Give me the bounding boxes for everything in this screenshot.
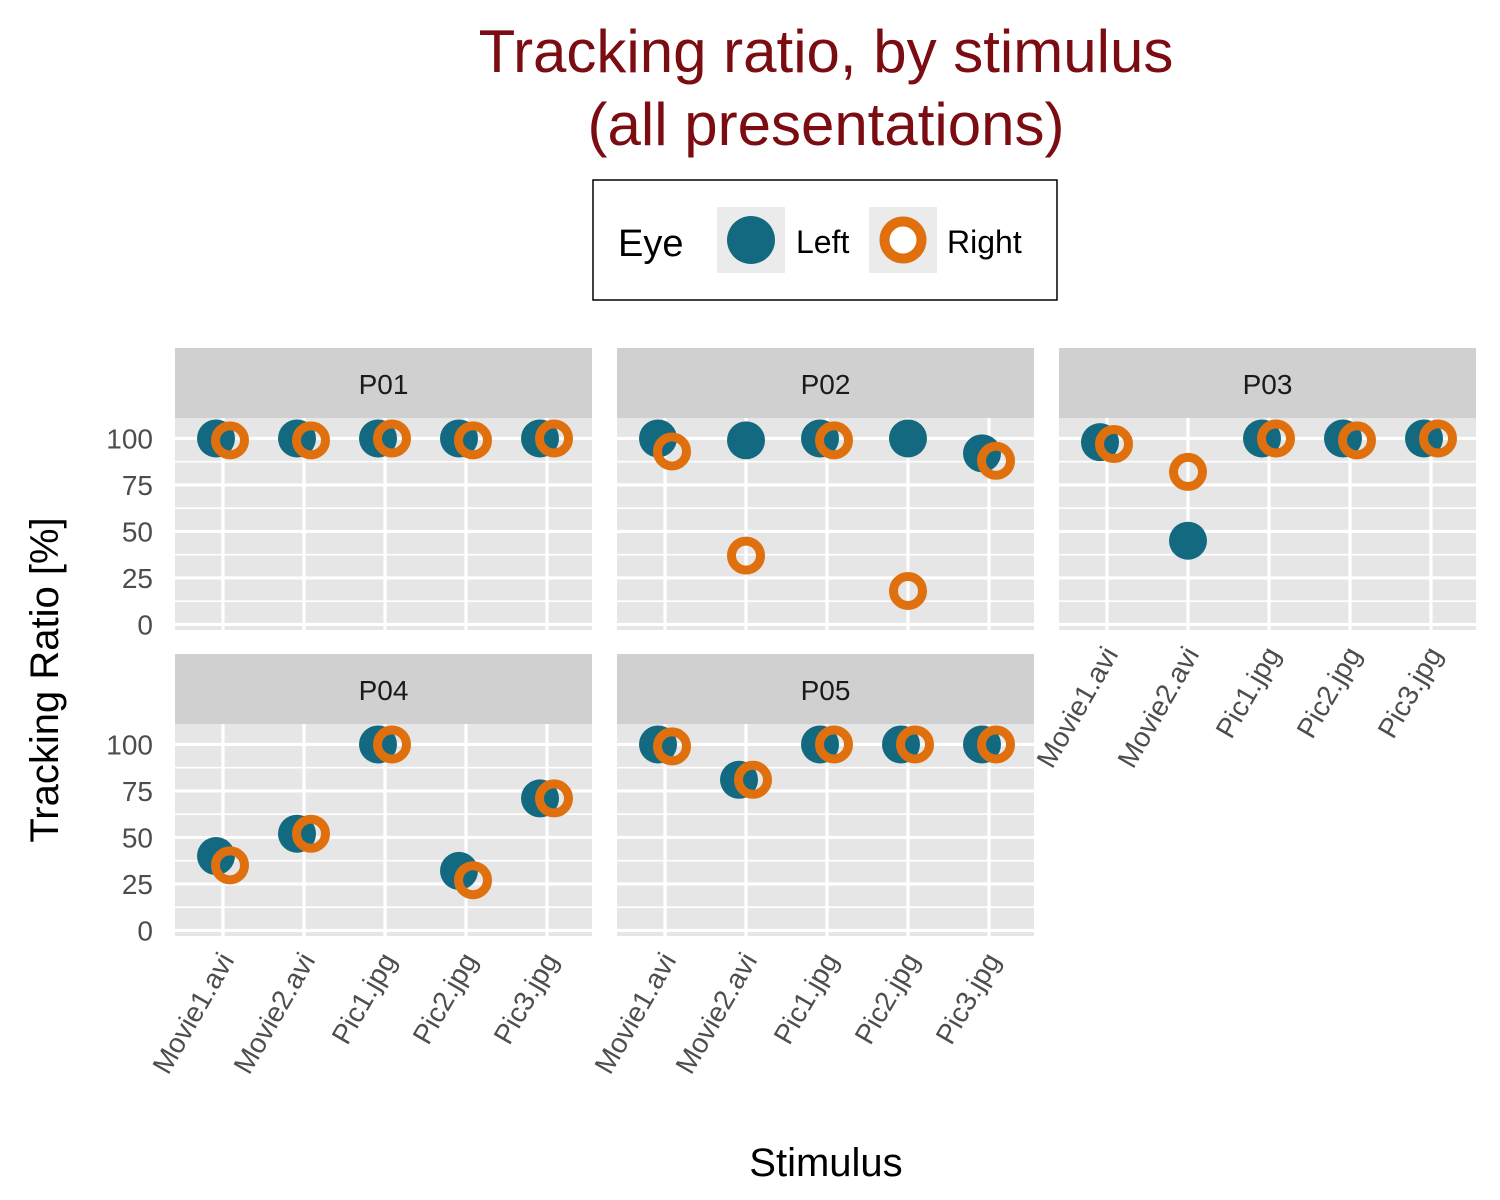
x-tick-label: Movie1.avi	[146, 948, 240, 1079]
legend-key-left-marker	[727, 216, 775, 264]
panel-strip-label: P02	[801, 369, 851, 400]
y-tick-label: 50	[122, 516, 153, 547]
x-tick-label: Movie1.avi	[1030, 642, 1124, 773]
point-right	[889, 571, 927, 610]
x-tick-label: Movie2.avi	[227, 948, 321, 1079]
legend-title: Eye	[618, 223, 683, 265]
point-right	[977, 725, 1015, 764]
point-right	[1257, 419, 1295, 458]
chart-title-line-1: Tracking ratio, by stimulus	[479, 18, 1174, 85]
point-right	[1095, 425, 1133, 464]
point-right	[373, 725, 411, 764]
x-tick-label: Pic2.jpg	[1291, 642, 1368, 744]
point-right	[815, 725, 853, 764]
x-tick-label: Pic3.jpg	[488, 948, 565, 1050]
point-right	[211, 421, 249, 460]
point-right	[373, 419, 411, 458]
point-left	[1169, 521, 1207, 560]
y-tick-label: 25	[122, 563, 153, 594]
y-tick-label: 100	[106, 729, 153, 760]
x-tick-label: Pic3.jpg	[1372, 642, 1449, 744]
point-right	[896, 725, 934, 764]
y-tick-label: 50	[122, 822, 153, 853]
x-tick-label: Pic1.jpg	[326, 948, 403, 1050]
y-tick-label: 100	[106, 423, 153, 454]
panel-strip-label: P04	[359, 675, 409, 706]
panel-p02: P02	[617, 348, 1034, 630]
point-right	[292, 814, 330, 853]
legend: Eye Left Right	[592, 179, 1058, 301]
x-tick-label: Movie2.avi	[669, 948, 763, 1079]
point-right	[977, 441, 1015, 480]
point-right	[653, 727, 691, 766]
panel-strip-label: P05	[801, 675, 851, 706]
panel-p01: P01 0 25 50 75 100	[106, 348, 592, 640]
x-tick-label: Movie2.avi	[1111, 642, 1205, 773]
panel-strip	[175, 654, 592, 724]
legend-label-left: Left	[796, 224, 849, 260]
chart-title-line-2: (all presentations)	[588, 91, 1065, 158]
point-right	[815, 421, 853, 460]
point-right	[454, 421, 492, 460]
legend-label-right: Right	[947, 224, 1022, 260]
y-tick-label: 75	[122, 470, 153, 501]
y-tick-label: 25	[122, 869, 153, 900]
x-tick-label: Pic1.jpg	[768, 948, 845, 1050]
point-right	[454, 861, 492, 900]
point-right	[1169, 452, 1207, 491]
point-right	[1338, 421, 1376, 460]
x-tick-label: Pic2.jpg	[407, 948, 484, 1050]
y-tick-label: 0	[137, 915, 153, 946]
point-right	[653, 432, 691, 471]
legend-key-right-marker	[879, 216, 927, 264]
panel-strip-label: P03	[1243, 369, 1293, 400]
x-tick-label: Pic3.jpg	[930, 948, 1007, 1050]
legend-box	[592, 179, 1058, 301]
point-right	[535, 779, 573, 818]
x-tick-label: Movie1.avi	[588, 948, 682, 1079]
panel-strip-label: P01	[359, 369, 409, 400]
panel-strip	[1059, 348, 1476, 418]
x-tick-label: Pic1.jpg	[1210, 642, 1287, 744]
point-right	[1419, 419, 1457, 458]
point-right	[734, 760, 772, 799]
point-left	[639, 419, 677, 458]
point-right	[292, 421, 330, 460]
point-right	[211, 846, 249, 885]
y-tick-label: 0	[137, 609, 153, 640]
point-right	[535, 419, 573, 458]
x-tick-label: Pic2.jpg	[849, 948, 926, 1050]
point-left	[727, 421, 765, 460]
point-left	[889, 419, 927, 458]
y-tick-label: 75	[122, 776, 153, 807]
y-axis-title: Tracking Ratio [%]	[23, 517, 67, 842]
panel-strip	[617, 654, 1034, 724]
x-axis-title: Stimulus	[749, 1141, 902, 1185]
point-right	[727, 536, 765, 575]
panel-strip	[617, 348, 1034, 418]
panel-strip	[175, 348, 592, 418]
